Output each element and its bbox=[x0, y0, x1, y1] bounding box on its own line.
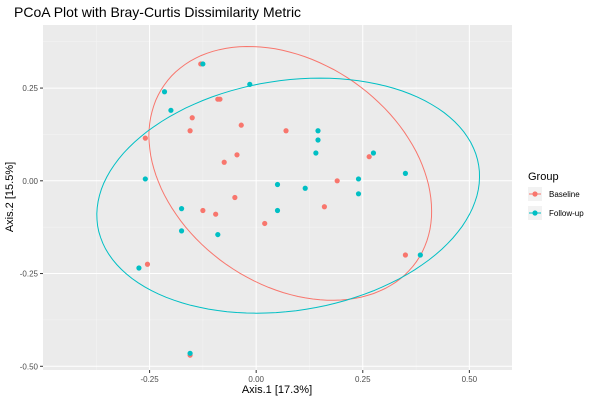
legend-label-follow-up: Follow-up bbox=[549, 209, 584, 218]
point-follow-up bbox=[315, 137, 321, 143]
point-baseline bbox=[213, 211, 219, 217]
point-follow-up bbox=[178, 206, 185, 212]
y-tick-label: 0.25 bbox=[22, 84, 38, 93]
point-follow-up bbox=[168, 107, 174, 113]
chart-title: PCoA Plot with Bray-Curtis Dissimilarity… bbox=[14, 4, 301, 20]
point-follow-up bbox=[355, 191, 362, 197]
data-points bbox=[136, 61, 423, 358]
point-follow-up bbox=[274, 181, 281, 188]
point-baseline bbox=[189, 115, 195, 121]
point-baseline bbox=[238, 122, 244, 128]
point-follow-up bbox=[274, 207, 281, 214]
ellipse-follow-up bbox=[96, 77, 481, 314]
gridlines bbox=[43, 25, 512, 370]
point-baseline bbox=[402, 252, 409, 258]
point-baseline bbox=[262, 220, 268, 227]
point-baseline bbox=[234, 152, 240, 158]
legend: Group Baseline Follow-up bbox=[528, 171, 584, 220]
point-follow-up bbox=[417, 252, 423, 258]
point-baseline bbox=[321, 204, 327, 210]
confidence-ellipses bbox=[96, 45, 481, 314]
point-follow-up bbox=[313, 150, 319, 156]
point-baseline bbox=[187, 128, 193, 134]
point-baseline bbox=[334, 178, 340, 184]
point-baseline bbox=[221, 159, 227, 165]
legend-title: Group bbox=[528, 171, 559, 183]
x-axis-title: Axis.1 [17.3%] bbox=[242, 384, 312, 396]
point-follow-up bbox=[200, 61, 206, 67]
point-baseline bbox=[366, 154, 372, 160]
point-follow-up bbox=[302, 185, 308, 191]
x-tick-label: 0.25 bbox=[355, 375, 371, 384]
legend-key-point bbox=[532, 191, 538, 197]
x-tick-label: 0.00 bbox=[248, 375, 264, 384]
ellipse-baseline bbox=[148, 45, 433, 301]
y-axis-title: Axis.2 [15.5%] bbox=[4, 162, 16, 232]
point-baseline bbox=[283, 128, 289, 134]
point-follow-up bbox=[370, 150, 377, 156]
point-baseline bbox=[200, 207, 206, 214]
y-axis-ticks: -0.50 -0.25 0.00 0.25 bbox=[20, 84, 43, 371]
x-tick-label: -0.25 bbox=[140, 375, 159, 384]
point-follow-up bbox=[247, 81, 253, 87]
point-baseline bbox=[144, 261, 151, 267]
point-baseline bbox=[217, 96, 223, 102]
point-follow-up bbox=[161, 89, 168, 95]
point-follow-up bbox=[178, 228, 185, 234]
y-tick-label: -0.50 bbox=[20, 362, 39, 371]
point-follow-up bbox=[215, 231, 221, 238]
point-baseline bbox=[142, 135, 148, 141]
legend-key-point bbox=[532, 210, 538, 216]
y-tick-label: -0.25 bbox=[20, 270, 39, 279]
x-axis-ticks: -0.25 0.00 0.25 0.50 bbox=[140, 370, 478, 384]
plot-panel bbox=[43, 25, 512, 370]
point-baseline bbox=[232, 194, 238, 201]
point-follow-up bbox=[136, 265, 142, 271]
legend-label-baseline: Baseline bbox=[549, 190, 580, 199]
point-follow-up bbox=[187, 350, 193, 356]
point-follow-up bbox=[355, 176, 362, 182]
point-follow-up bbox=[315, 128, 321, 134]
y-tick-label: 0.00 bbox=[22, 177, 38, 186]
point-follow-up bbox=[142, 176, 148, 182]
point-follow-up bbox=[402, 170, 409, 176]
x-tick-label: 0.50 bbox=[462, 375, 478, 384]
